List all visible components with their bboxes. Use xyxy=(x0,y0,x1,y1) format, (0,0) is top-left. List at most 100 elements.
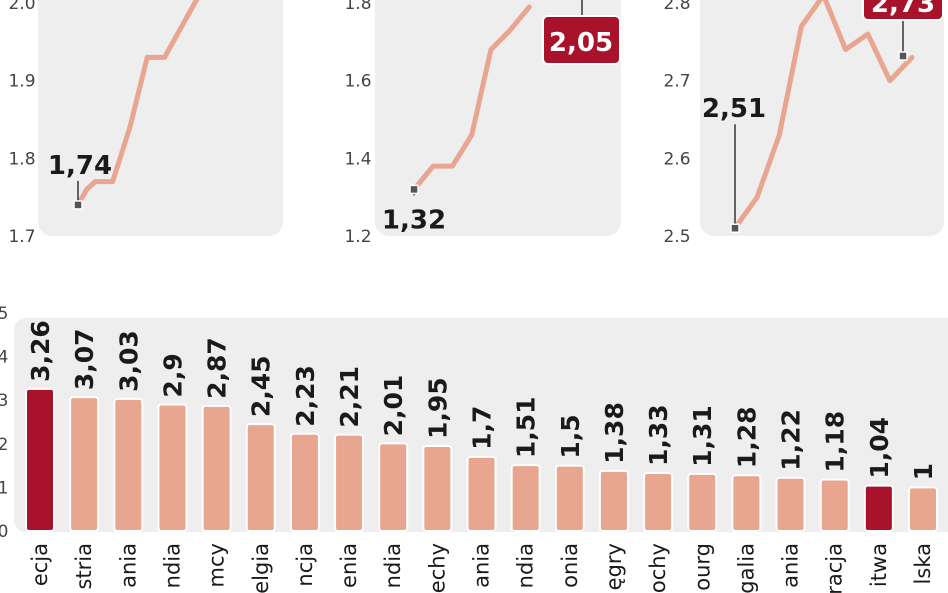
end-value-label: 2,05 xyxy=(549,28,613,58)
y-tick-label: 2.7 xyxy=(663,72,690,92)
y-tick-label: 1.9 xyxy=(8,72,35,92)
bar-value-label: 1,28 xyxy=(732,407,761,469)
bar xyxy=(289,432,320,532)
x-end-label: 2014 xyxy=(559,245,615,270)
bar xyxy=(245,423,276,532)
y-tick-label: 2.5 xyxy=(663,227,690,247)
bar xyxy=(69,396,100,533)
y-tick-label: 2.6 xyxy=(663,149,690,169)
bar-value-label: 1,5 xyxy=(556,414,585,458)
bar-value-label: 1,38 xyxy=(600,402,629,464)
bar-value-label: 2,23 xyxy=(291,365,320,427)
bar-value-label: 2,87 xyxy=(203,337,232,399)
category-label: ania xyxy=(779,543,803,588)
bar xyxy=(554,464,585,533)
y-tick-label: 1.6 xyxy=(344,72,371,92)
bar xyxy=(863,484,894,533)
x-start-label: 2005 xyxy=(382,245,438,270)
category-label: ndia xyxy=(160,543,184,588)
bar xyxy=(466,455,497,533)
start-marker xyxy=(730,223,740,233)
bar xyxy=(25,387,55,533)
start-marker xyxy=(409,184,419,195)
bar-value-label: 1 xyxy=(909,463,938,480)
bar-chart: 0 1 2 3 4 5 3,26 ecja 3,07 stria 3,03 ania 2,9 ndia 2… xyxy=(0,304,948,593)
end-value-badge xyxy=(862,0,944,21)
y-tick-label: 2.8 xyxy=(663,0,690,14)
start-value-label: 1,32 xyxy=(382,205,446,235)
start-value-label: 2,51 xyxy=(702,94,766,124)
bar-value-label: 1,04 xyxy=(865,417,894,479)
bar xyxy=(113,397,144,532)
y-tick-label: 0 xyxy=(0,522,8,542)
y-tick-label: 3 xyxy=(0,391,8,411)
x-start-label: 2005 xyxy=(701,245,757,270)
line-chart-2: 1.2 1.4 1.6 1.8 1,32 2,05 2005 2014 xyxy=(344,0,621,270)
line-chart-3: 2.5 2.6 2.7 2.8 2,51 2,73 2005 2013 xyxy=(663,0,944,270)
bar-value-label: 2,45 xyxy=(247,355,276,417)
category-label: echy xyxy=(425,543,449,593)
x-end-label: 2013 xyxy=(878,245,934,270)
category-label: racja xyxy=(823,543,847,593)
category-label: ourg xyxy=(690,543,714,591)
bar xyxy=(775,476,806,533)
bar xyxy=(819,478,850,532)
y-tick-label: 1.4 xyxy=(344,149,371,169)
category-label: ania xyxy=(470,543,494,588)
category-label: elgia xyxy=(249,543,273,593)
end-marker xyxy=(898,51,908,61)
y-tick-label: 1 xyxy=(0,478,8,498)
category-label: itwa xyxy=(867,543,891,587)
series-line xyxy=(732,0,915,231)
plot-background xyxy=(700,0,944,236)
category-label: ęgry xyxy=(602,543,626,590)
bar xyxy=(378,442,409,533)
category-label: onia xyxy=(558,543,582,588)
end-value-label: 2,73 xyxy=(871,0,935,19)
bar xyxy=(422,444,453,533)
category-label: ndia xyxy=(381,543,405,588)
bar-value-label: 3,03 xyxy=(114,330,143,392)
bar-value-label: 2,9 xyxy=(158,353,187,397)
bar-value-label: 1,33 xyxy=(644,404,673,466)
category-label: lska xyxy=(911,543,935,584)
series-line xyxy=(75,0,200,208)
category-label: ochy xyxy=(646,543,670,593)
bar-value-label: 1,18 xyxy=(821,411,850,473)
bar xyxy=(731,474,762,532)
start-value-label: 1,74 xyxy=(48,151,112,181)
category-label: enia xyxy=(337,543,361,588)
y-tick-label: 1.7 xyxy=(8,227,35,247)
x-end-label: 2015 xyxy=(223,252,279,277)
bar xyxy=(334,433,365,533)
bar-value-label: 1,22 xyxy=(777,409,806,471)
bar-value-label: 2,01 xyxy=(379,375,408,437)
category-label: ecja xyxy=(28,543,52,586)
bar xyxy=(510,464,541,532)
x-start-label: 2005 xyxy=(46,252,102,277)
bar xyxy=(157,403,188,532)
y-tick-label: 4 xyxy=(0,348,8,368)
y-tick-label: 1.2 xyxy=(344,227,371,247)
bar xyxy=(598,469,629,532)
category-label: stria xyxy=(72,543,96,590)
category-label: mcy xyxy=(205,543,229,587)
y-tick-label: 1.8 xyxy=(8,149,35,169)
bar xyxy=(908,486,938,532)
y-tick-label: 2.0 xyxy=(8,0,35,14)
end-value-badge xyxy=(542,15,621,65)
line-chart-1: 1.7 1.8 1.9 2.0 1,74 2005 2015 xyxy=(8,0,283,277)
y-tick-label: 5 xyxy=(0,304,8,324)
category-label: ncja xyxy=(293,543,317,587)
category-label: galia xyxy=(734,543,758,593)
plot-background xyxy=(38,0,283,236)
bar xyxy=(687,472,718,533)
y-tick-label: 1.8 xyxy=(344,0,371,14)
bar-value-label: 3,26 xyxy=(26,320,55,382)
bar-value-label: 2,21 xyxy=(335,366,364,428)
bar xyxy=(643,472,674,532)
bar-value-label: 1,31 xyxy=(688,405,717,467)
bar-value-label: 1,51 xyxy=(512,396,541,458)
series-line xyxy=(411,4,532,192)
